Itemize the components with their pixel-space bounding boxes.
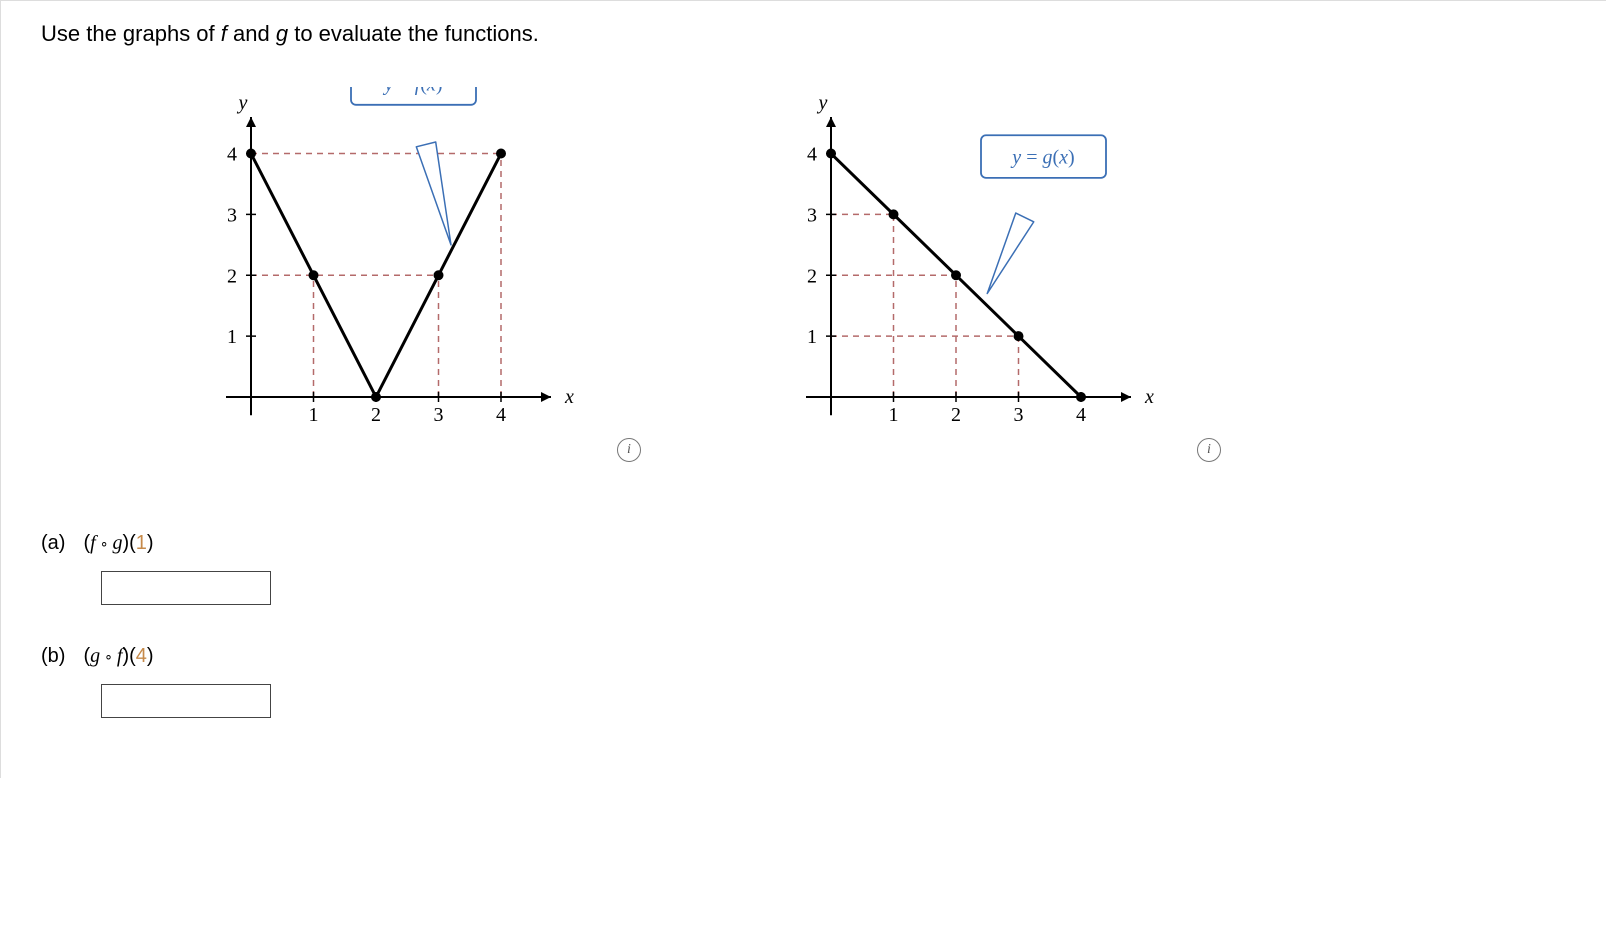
svg-text:x: x — [564, 386, 574, 408]
svg-text:1: 1 — [807, 326, 817, 348]
qa-label-b: (b) — [41, 645, 65, 668]
prompt-g: g — [276, 21, 288, 46]
svg-text:2: 2 — [371, 404, 381, 426]
comp-symbol: ∘ — [100, 648, 117, 664]
svg-text:y: y — [237, 92, 248, 114]
graph-f: 1 2 3 4 1 2 3 4 y x y = f(x) — [181, 87, 581, 447]
question-b-label-row: (b) (g∘f)(4) — [41, 645, 1566, 668]
svg-text:1: 1 — [309, 404, 319, 426]
qa-expr-b: (g∘f)(4) — [83, 645, 153, 668]
answer-input-b[interactable] — [101, 684, 271, 718]
page: Use the graphs of f and g to evaluate th… — [0, 0, 1606, 778]
paren-mid: )( — [122, 532, 135, 554]
comp-symbol: ∘ — [96, 535, 113, 551]
info-icon[interactable]: i — [617, 438, 641, 462]
info-glyph: i — [627, 442, 631, 458]
svg-text:4: 4 — [496, 404, 506, 426]
graphs-row: 12341234yxy = f(x) i 12341234yxy = g(x) … — [181, 87, 1566, 452]
question-a: (a) (f∘g)(1) — [41, 532, 1566, 605]
svg-text:1: 1 — [889, 404, 899, 426]
prompt-prefix: Use the graphs of — [41, 21, 221, 46]
svg-text:4: 4 — [807, 144, 817, 166]
svg-text:3: 3 — [1014, 404, 1024, 426]
svg-text:3: 3 — [227, 204, 237, 226]
svg-text:y = g(x): y = g(x) — [1010, 147, 1074, 169]
svg-text:y = f(x): y = f(x) — [383, 87, 443, 96]
svg-text:2: 2 — [227, 265, 237, 287]
svg-text:2: 2 — [807, 265, 817, 287]
question-a-label-row: (a) (f∘g)(1) — [41, 532, 1566, 555]
svg-text:2: 2 — [951, 404, 961, 426]
graph-g-block: 12341234yxy = g(x) i — [761, 87, 1221, 452]
svg-text:3: 3 — [807, 204, 817, 226]
paren-mid: )( — [122, 645, 135, 667]
svg-text:3: 3 — [434, 404, 444, 426]
graph-g: 1 2 3 4 1 2 3 4 y x y = g(x) — [761, 87, 1161, 447]
qa-expr-a: (f∘g)(1) — [83, 532, 153, 555]
prompt-text: Use the graphs of f and g to evaluate th… — [41, 21, 1566, 47]
graph-f-block: 12341234yxy = f(x) i — [181, 87, 641, 452]
qa-f: f — [90, 532, 96, 554]
qb-arg: 4 — [136, 645, 147, 667]
svg-text:4: 4 — [227, 144, 237, 166]
svg-text:y: y — [817, 92, 828, 114]
prompt-mid: and — [227, 21, 276, 46]
prompt-suffix: to evaluate the functions. — [288, 21, 539, 46]
qa-label-a: (a) — [41, 532, 65, 555]
paren-end: ) — [147, 645, 154, 667]
svg-text:4: 4 — [1076, 404, 1086, 426]
qb-f: g — [90, 645, 100, 667]
info-glyph: i — [1207, 442, 1211, 458]
svg-text:x: x — [1144, 386, 1154, 408]
qa-arg: 1 — [136, 532, 147, 554]
answer-input-a[interactable] — [101, 571, 271, 605]
question-b: (b) (g∘f)(4) — [41, 645, 1566, 718]
info-icon[interactable]: i — [1197, 438, 1221, 462]
paren-end: ) — [147, 532, 154, 554]
qa-g: g — [112, 532, 122, 554]
svg-text:1: 1 — [227, 326, 237, 348]
